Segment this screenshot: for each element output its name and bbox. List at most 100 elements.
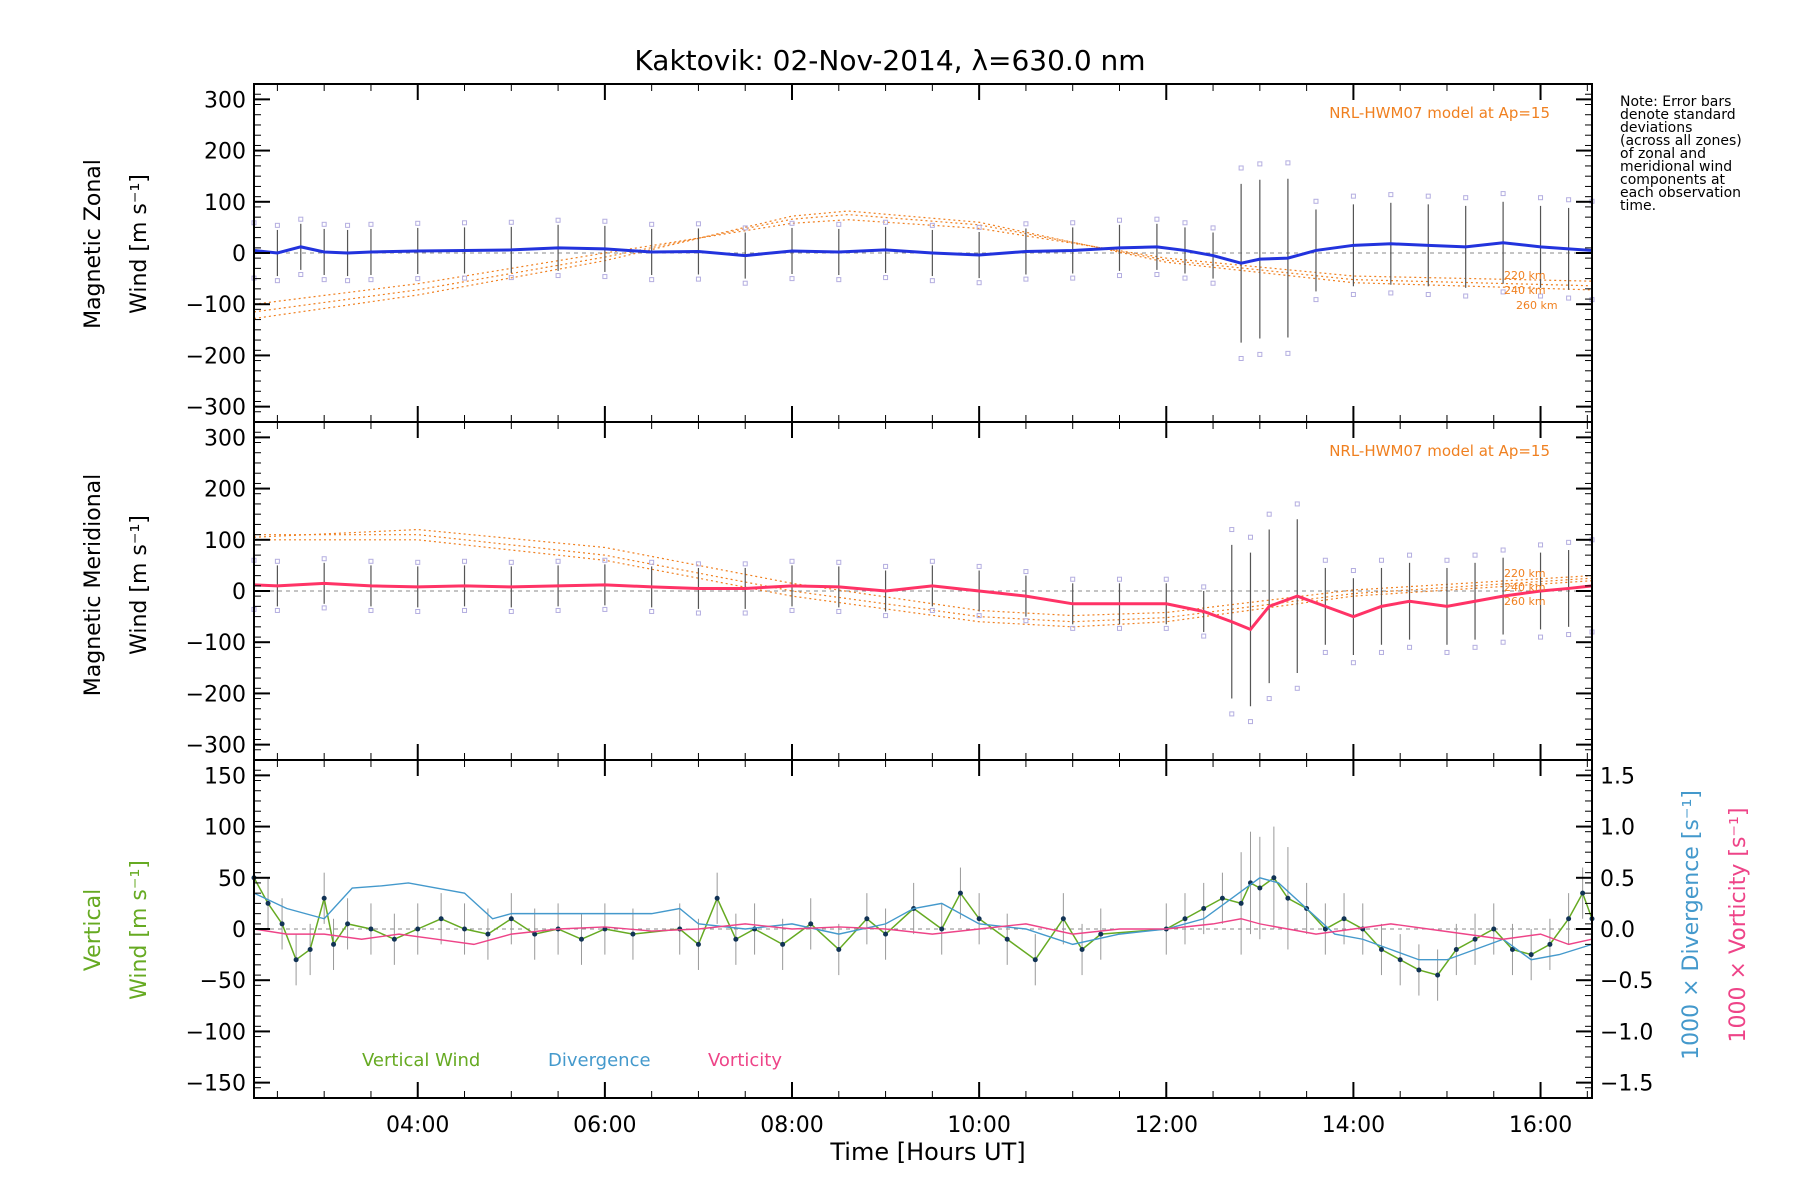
raw-point [1182,220,1188,226]
vertical-wind-point [957,890,963,896]
raw-point [1070,220,1076,226]
note-line: each observation [1620,185,1742,201]
y-tick-label: −100 [186,631,246,656]
vertical-wind-point [331,941,337,947]
zonal-alt-label-220: 220 km [1504,269,1546,282]
raw-point [508,275,514,281]
raw-point [695,561,701,567]
raw-point [789,607,795,613]
raw-point [1116,625,1122,631]
meridional-model-label: NRL-HWM07 model at Ap=15 [1329,442,1550,460]
y2-tick-label: −1.5 [1600,1072,1653,1097]
note-line: (across all zones) [1620,133,1742,149]
x-tick-label: 12:00 [1135,1113,1198,1138]
raw-point [1407,552,1413,558]
vertical-wind-point [1491,926,1497,932]
raw-point [555,273,561,279]
y-tick-label: 50 [218,867,246,892]
vertical-wind-point [307,946,313,952]
raw-point [1322,557,1328,563]
y-tick-label: 0 [232,580,246,605]
raw-point [602,218,608,224]
raw-point [298,272,304,278]
vertical-wind-point [1341,916,1347,922]
model-curve [253,528,1593,617]
raw-point [1163,625,1169,631]
raw-point [555,607,561,613]
raw-point [1313,297,1319,303]
raw-point [836,559,842,565]
raw-point [929,607,935,613]
y2-tick-label: 1.0 [1600,816,1635,841]
zonal-ylabel-line2: Wind [m s⁻¹] [127,174,152,314]
vertical-panel: 150 100 50 0 −50 −100 −150 1.5 1.0 0.5 0.0 −0.5 −1.0… [186,759,1653,1138]
raw-point [649,277,655,283]
raw-point [695,221,701,227]
raw-point [1070,275,1076,281]
vertical-wind-point [630,931,636,937]
vertical-wind-point [780,941,786,947]
raw-point [649,559,655,565]
y2-tick-label: −0.5 [1600,969,1653,994]
x-tick-label: 06:00 [573,1113,636,1138]
raw-point [1500,639,1506,645]
raw-point [1500,547,1506,553]
raw-point [883,219,889,225]
model-curve [253,219,1593,305]
note-line: denote standard [1620,107,1736,123]
vorticity-ylabel: 1000 × Vorticity [s⁻¹] [1726,808,1751,1043]
vertical-wind-point [265,900,271,906]
vertical-wind-point [836,946,842,952]
vertical-wind-point [1435,972,1441,978]
raw-point [602,557,608,563]
vertical-wind-point [368,926,374,932]
vertical-wind-point [1219,895,1225,901]
raw-point [1538,542,1544,548]
y-tick-label: −150 [186,1072,246,1097]
raw-point [462,275,468,281]
raw-point [1425,291,1431,297]
y-tick-label: 200 [204,478,246,503]
y-tick-label: −200 [186,344,246,369]
vertical-wind-point [1271,875,1277,881]
vertical-wind-point [1079,946,1085,952]
raw-point [742,561,748,567]
vertical-wind-point [864,916,870,922]
divergence-ylabel: 1000 × Divergence [s⁻¹] [1679,790,1704,1060]
raw-point [1201,584,1207,590]
raw-point [836,277,842,283]
y2-tick-label: 0.0 [1600,918,1635,943]
note-line: deviations [1620,120,1693,136]
model-curve [254,534,1593,623]
raw-point [1566,197,1572,203]
raw-point [368,277,374,283]
raw-point [1070,576,1076,582]
raw-point [1566,295,1572,301]
y-tick-label: 100 [204,191,246,216]
vertical-wind-point [677,926,683,932]
raw-point [1266,511,1272,517]
vertical-wind-point [508,916,514,922]
legend-divergence: Divergence [548,1050,651,1071]
series-line-mean [253,581,1593,632]
y2-tick-label: 0.5 [1600,867,1635,892]
raw-point [789,220,795,226]
raw-point [1378,649,1384,655]
raw-point [1238,165,1244,171]
raw-point [1350,193,1356,199]
vertical-wind-point [976,916,982,922]
raw-point [1023,221,1029,227]
x-tick-label: 10:00 [947,1113,1010,1138]
raw-point [976,613,982,619]
y-tick-label: 300 [204,88,246,113]
raw-point [462,220,468,226]
raw-point [1378,557,1384,563]
vertical-ylabel-line1: Vertical [81,889,106,971]
vertical-wind-point [1472,936,1478,942]
raw-point [1350,291,1356,297]
raw-point [883,563,889,569]
vertical-wind-point [1098,931,1104,937]
raw-point [1257,161,1263,167]
raw-point [415,559,421,565]
legend-vorticity: Vorticity [708,1050,782,1071]
